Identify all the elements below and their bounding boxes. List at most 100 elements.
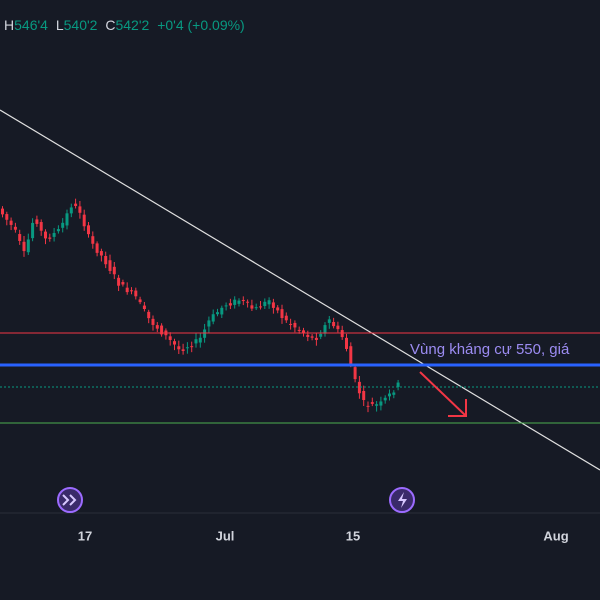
ohlc-value: 542'2 <box>115 17 149 33</box>
annotation: Vùng kháng cự 550, giá <box>410 341 570 358</box>
ohlc-label: C <box>105 17 115 33</box>
candle-body <box>44 231 47 239</box>
candle-body <box>134 290 138 297</box>
candle-body <box>233 299 237 305</box>
candle-body <box>181 349 185 352</box>
ohlc-value: 546'4 <box>14 17 48 33</box>
candle-body <box>138 299 142 303</box>
candle-body <box>336 325 340 330</box>
candle-body <box>375 404 379 406</box>
candle-body <box>198 337 202 343</box>
candle-body <box>142 305 146 310</box>
candle-body <box>392 392 396 395</box>
x-tick-label: 15 <box>346 528 360 543</box>
x-tick-label: Aug <box>543 528 568 543</box>
candle-body <box>319 333 323 337</box>
candle-body <box>396 382 400 387</box>
candle-body <box>121 282 125 285</box>
ohlc-value: 540'2 <box>64 17 98 33</box>
candle-body <box>267 300 271 305</box>
candle-body <box>125 287 129 293</box>
candle-body <box>95 243 99 253</box>
candle-body <box>35 219 39 224</box>
candle-body <box>117 277 121 286</box>
x-tick-label: 17 <box>78 528 92 543</box>
candle-body <box>147 311 151 319</box>
candle-body <box>69 207 73 214</box>
candle-body <box>190 346 194 348</box>
candle-body <box>78 206 82 213</box>
candle-body <box>246 301 250 303</box>
candle-body <box>18 234 22 241</box>
candle-body <box>185 347 189 349</box>
candle-body <box>280 309 284 319</box>
candle-body <box>22 241 26 252</box>
ohlc-label: L <box>56 17 64 33</box>
candles <box>1 198 400 413</box>
candle-body <box>353 367 357 380</box>
candle-body <box>13 226 17 230</box>
candle-body <box>293 322 297 328</box>
candle-body <box>5 214 9 220</box>
candle-body <box>250 305 254 309</box>
candle-body <box>112 266 116 275</box>
candle-body <box>61 222 65 228</box>
change: +0'4 (+0.09%) <box>157 17 245 33</box>
candle-body <box>388 393 391 397</box>
candle-body <box>220 307 224 315</box>
candle-body <box>310 336 314 338</box>
candle-body <box>370 402 374 404</box>
replay-icon[interactable] <box>57 487 83 513</box>
candle-body <box>26 239 30 253</box>
candle-body <box>173 341 176 345</box>
candle-body <box>39 222 43 231</box>
candle-body <box>383 397 387 401</box>
candle-body <box>56 229 60 232</box>
candle-body <box>31 222 35 239</box>
candle-body <box>241 299 245 302</box>
candle-body <box>203 329 207 338</box>
candle-body <box>323 325 327 334</box>
down-arrow <box>419 371 467 417</box>
candle-body <box>155 325 159 329</box>
trendline <box>0 109 600 471</box>
candle-body <box>151 318 155 325</box>
candle-body <box>259 306 262 308</box>
candle-body <box>314 337 318 341</box>
candle-body <box>327 319 331 323</box>
candle-body <box>108 260 112 271</box>
candle-body <box>9 220 13 225</box>
candle-body <box>306 334 310 337</box>
candle-body <box>237 300 241 304</box>
candle-body <box>52 233 56 237</box>
candle-body <box>271 302 275 308</box>
candle-body <box>99 251 103 256</box>
candle-body <box>130 290 133 292</box>
candle-body <box>332 322 336 327</box>
candle-body <box>168 336 172 340</box>
candle-body <box>104 256 108 265</box>
candle-body <box>289 323 293 325</box>
candle-body <box>74 203 78 206</box>
candle-body <box>357 381 361 394</box>
candle-body <box>207 320 211 327</box>
candle-body <box>82 214 86 227</box>
candle-body <box>87 225 90 235</box>
candle-body <box>302 330 305 334</box>
candle-body <box>340 330 344 338</box>
candle-body <box>65 213 69 226</box>
x-tick-label: Jul <box>216 528 235 543</box>
candle-body <box>160 325 164 335</box>
candle-body <box>349 346 353 366</box>
ohlc-header: H546'4 L540'2 C542'2 +0'4 (+0.09%) <box>4 17 245 33</box>
candle-body <box>91 236 95 244</box>
candle-body <box>194 339 198 344</box>
candle-body <box>362 391 366 401</box>
candle-body <box>263 301 267 307</box>
candle-body <box>345 337 348 349</box>
candle-body <box>379 401 383 406</box>
event-icon[interactable] <box>389 487 415 513</box>
